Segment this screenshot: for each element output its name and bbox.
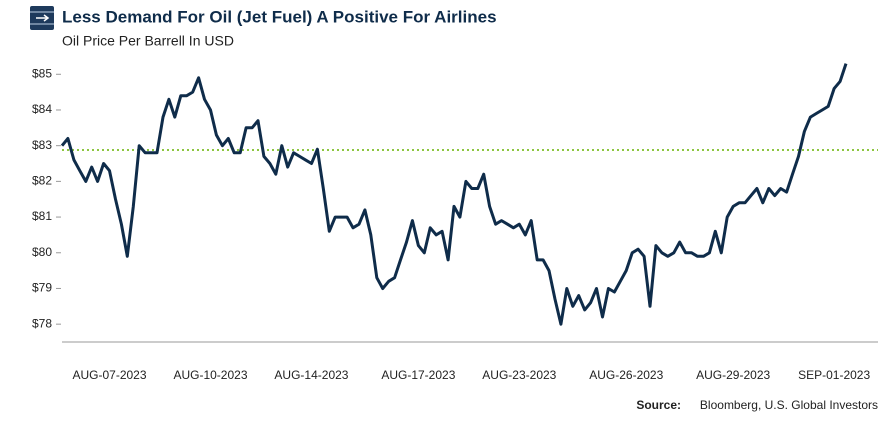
source: Bloomberg, U.S. Global Investors [700, 398, 878, 412]
x-tick-label: AUG-17-2023 [381, 368, 455, 382]
x-tick-label: AUG-14-2023 [274, 368, 348, 382]
y-tick-label: $78 [32, 316, 52, 330]
y-tick-label: $85 [32, 66, 52, 80]
barrel-icon [30, 6, 54, 30]
y-tick-label: $80 [32, 245, 52, 259]
x-tick-label: AUG-29-2023 [696, 368, 770, 382]
x-tick-label: SEP-01-2023 [798, 368, 870, 382]
price-line [60, 63, 848, 326]
y-tick-label: $84 [32, 102, 52, 116]
y-tick-label: $83 [32, 138, 52, 152]
x-tick-label: AUG-23-2023 [482, 368, 556, 382]
y-tick-label: $82 [32, 174, 52, 188]
x-tick-label: AUG-07-2023 [72, 368, 146, 382]
x-tick-label: AUG-10-2023 [173, 368, 247, 382]
source-label: Source: [636, 398, 681, 412]
chart-subtitle: Oil Price Per Barrell In USD [62, 33, 234, 49]
chart-title: Less Demand For Oil (Jet Fuel) A Positiv… [62, 7, 497, 26]
y-tick-label: $79 [32, 281, 52, 295]
y-tick-label: $81 [32, 209, 52, 223]
x-tick-label: AUG-26-2023 [589, 368, 663, 382]
